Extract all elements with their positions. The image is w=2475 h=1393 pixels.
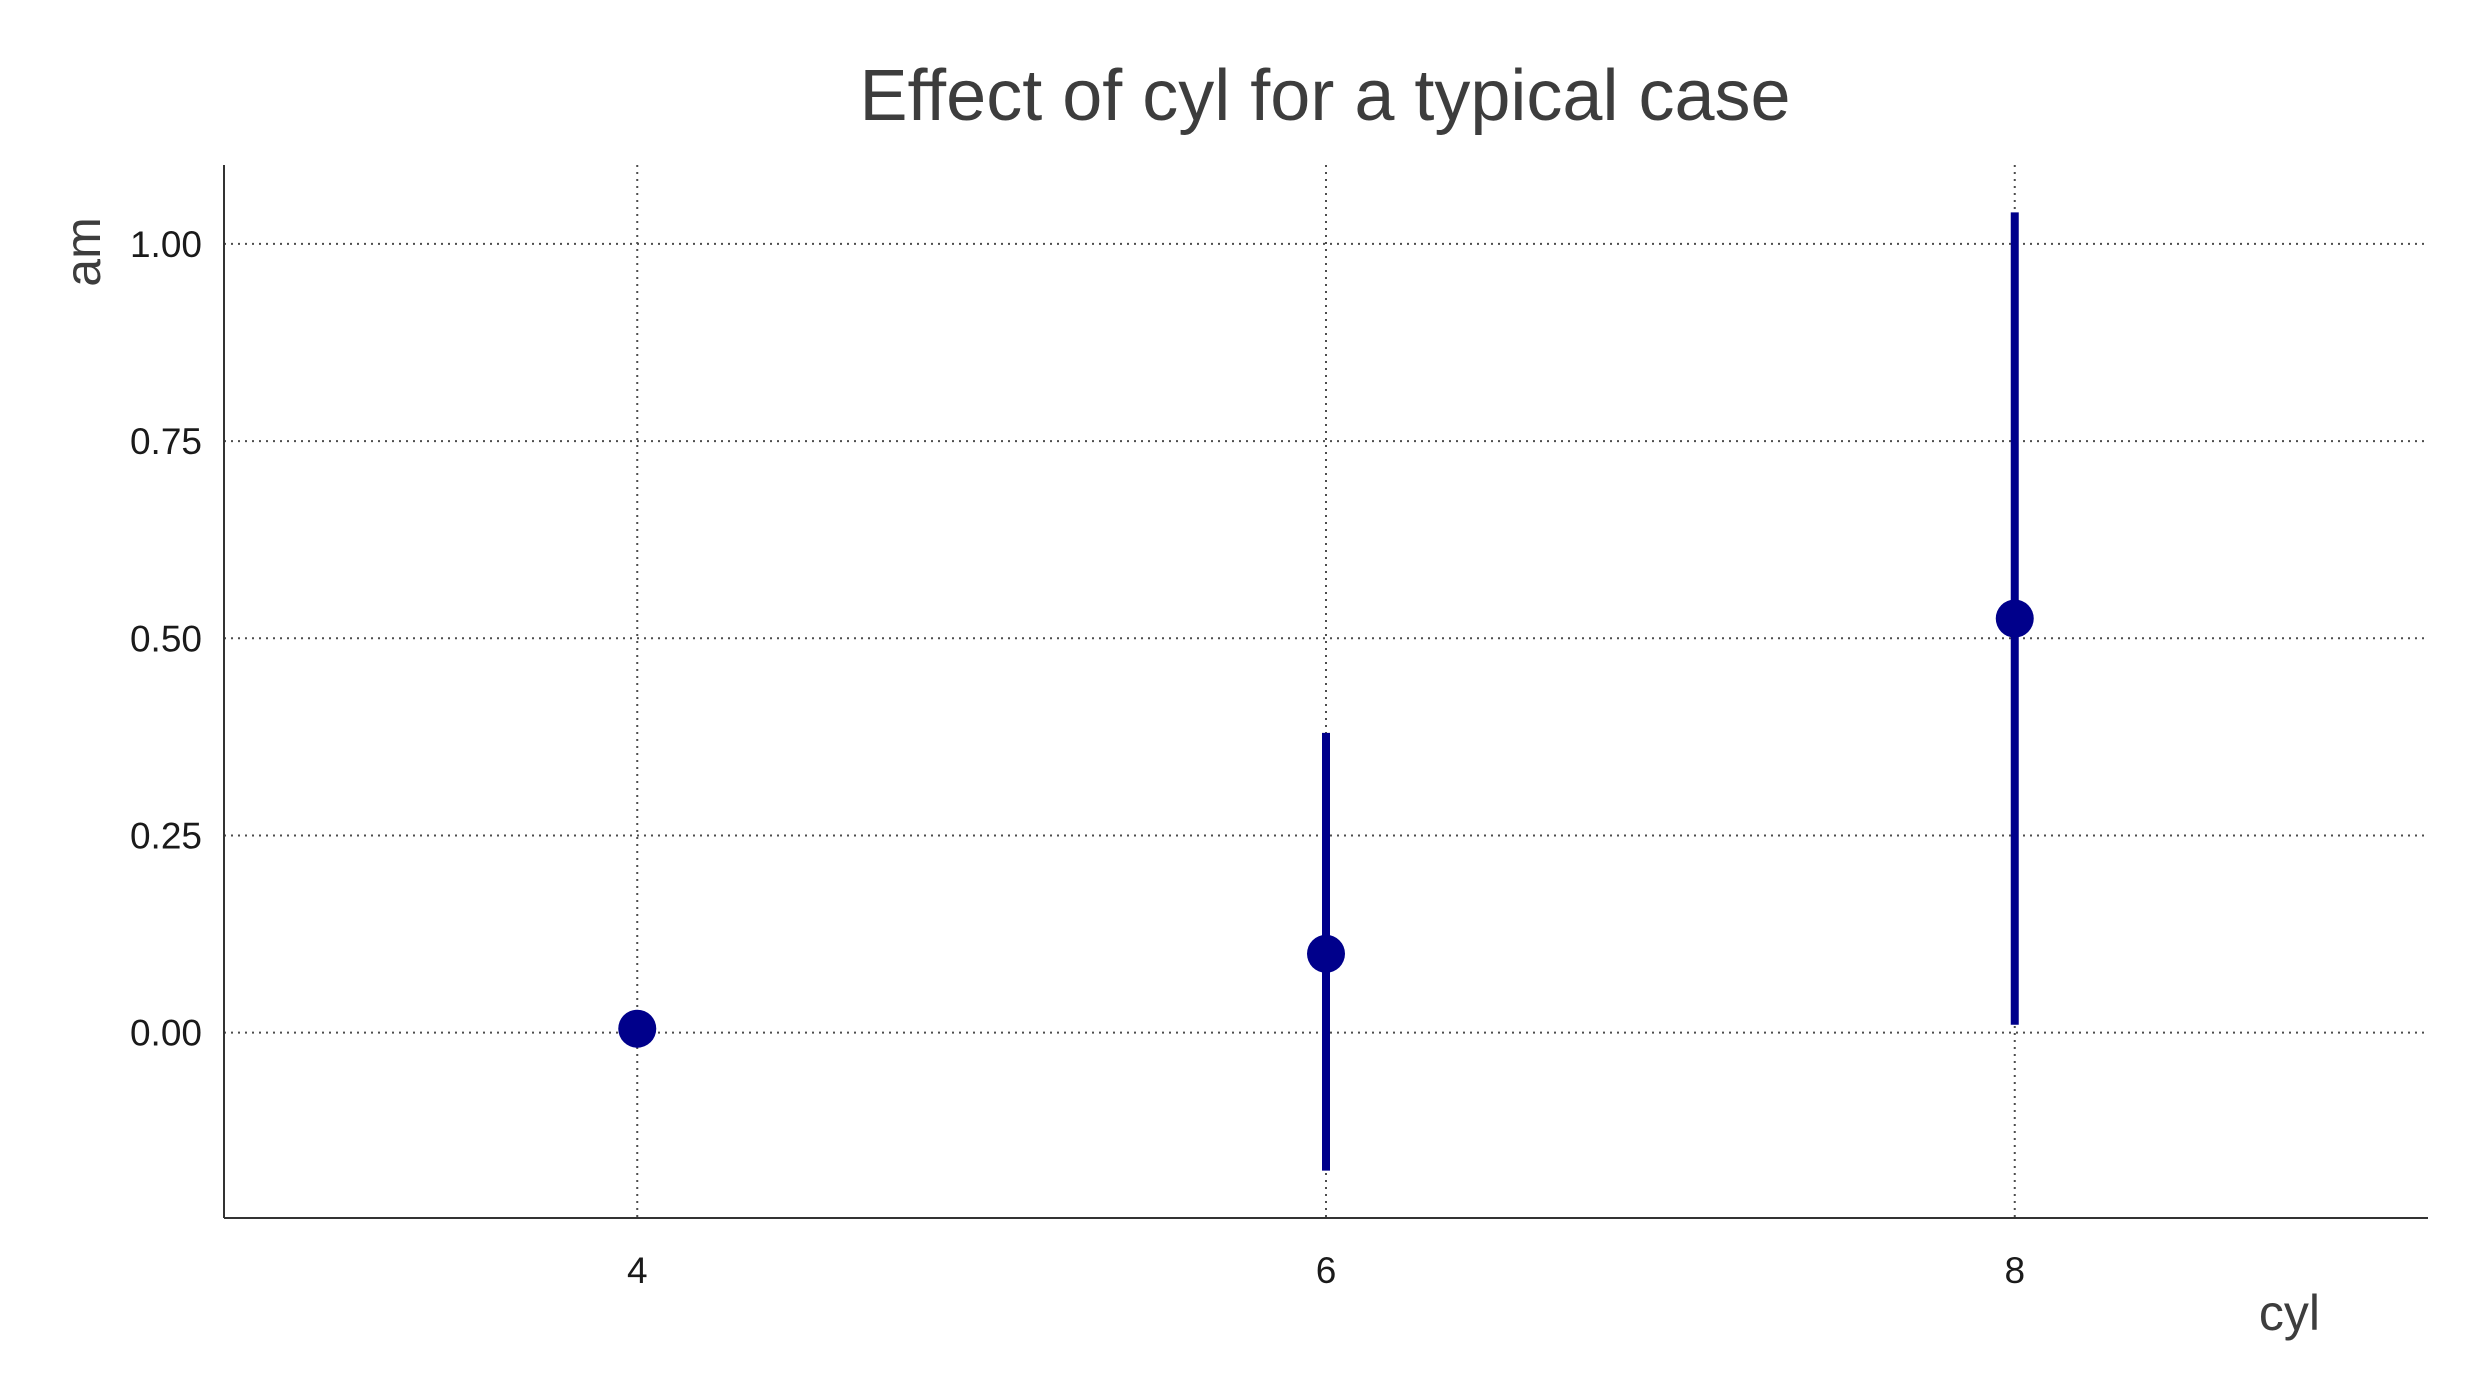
y-tick-label: 0.75 [130,421,202,462]
x-tick-label: 6 [1316,1250,1337,1291]
x-axis-label: cyl [2259,1285,2320,1341]
y-tick-label: 0.50 [130,618,202,659]
y-axis-label: am [55,217,111,286]
y-tick-label: 0.00 [130,1013,202,1054]
chart-title: Effect of cyl for a typical case [859,56,1790,136]
axes [223,165,2428,1219]
data-marks [618,212,2034,1171]
x-tick-label: 8 [2004,1250,2025,1291]
data-point [1307,934,1345,973]
y-tick-label: 0.25 [130,815,202,856]
tick-labels: 0.00 0.25 0.50 0.75 1.00 4 6 8 [130,224,2025,1291]
y-tick-label: 1.00 [130,224,202,265]
x-tick-label: 4 [627,1250,648,1291]
data-point [618,1009,657,1048]
data-point [1995,599,2034,638]
